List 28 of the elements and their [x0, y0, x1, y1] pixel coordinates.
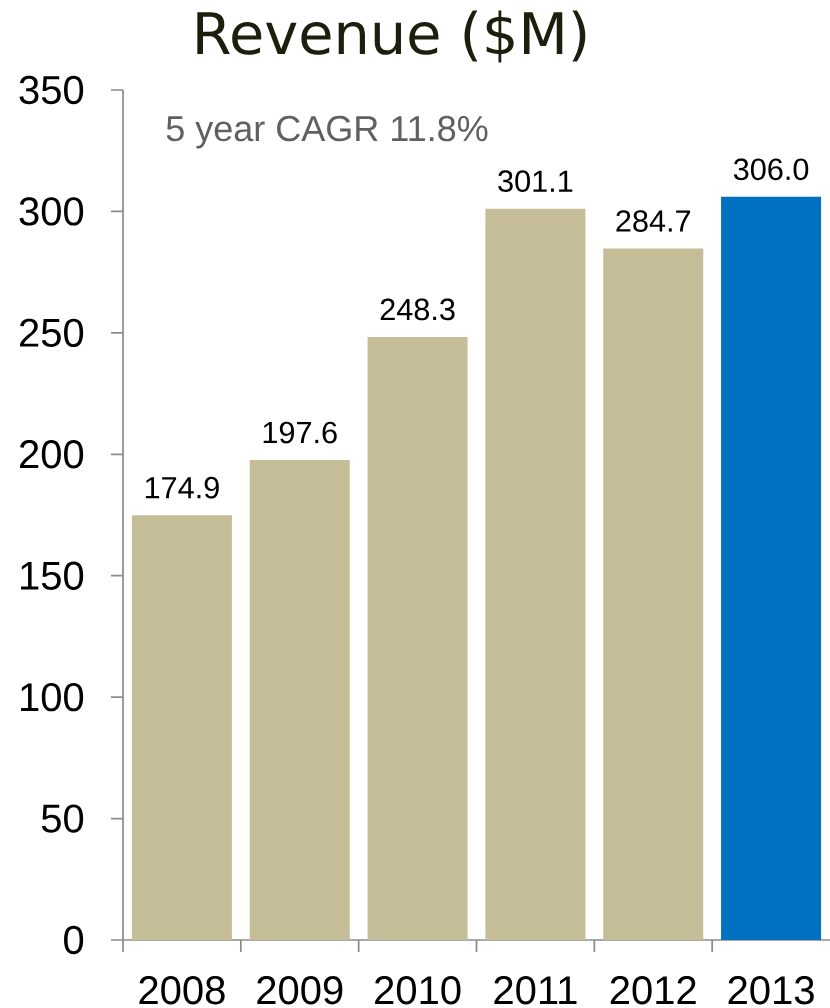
bar: [131, 515, 232, 940]
data-label: 174.9: [145, 476, 219, 499]
y-tick-label: 150: [21, 561, 84, 590]
data-label: 301.1: [498, 170, 573, 193]
y-tick-label: 50: [41, 804, 84, 833]
bar: [603, 248, 704, 940]
y-tick-label: 350: [19, 75, 84, 105]
x-tick-label: 2013: [728, 976, 814, 1005]
y-tick-label: 100: [21, 682, 84, 712]
x-tick-label: 2008: [139, 976, 225, 1005]
y-tick-label: 0: [64, 925, 84, 955]
bar: [367, 336, 468, 940]
data-label: 248.3: [380, 298, 455, 321]
data-label: 306.0: [733, 158, 809, 181]
y-tick-label: 250: [20, 318, 84, 348]
chart-title: Revenue ($M): [197, 10, 586, 63]
bar: [249, 460, 350, 940]
data-label: 197.6: [263, 421, 337, 444]
y-tick-label: 300: [19, 197, 84, 226]
y-tick-label: 200: [20, 440, 84, 469]
x-tick-label: 2011: [494, 976, 577, 1005]
annotation: 5 year CAGR 11.8%: [166, 115, 488, 149]
x-tick-label: 2012: [610, 976, 696, 1005]
bar: [721, 196, 822, 940]
bar: [485, 208, 586, 940]
data-label: 284.7: [616, 210, 691, 232]
x-tick-label: 2009: [257, 976, 343, 1005]
x-tick-label: 2010: [375, 976, 461, 1005]
